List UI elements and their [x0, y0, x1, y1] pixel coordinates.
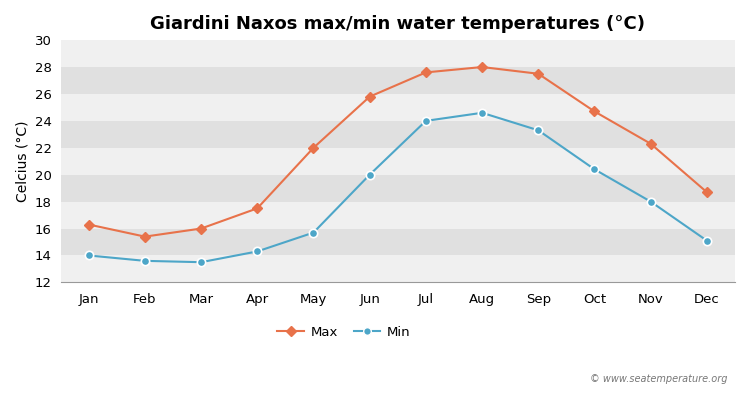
Bar	[61, 202, 735, 228]
Min	[84, 253, 93, 258]
Min	[253, 249, 262, 254]
Max	[253, 206, 262, 211]
Bar	[61, 148, 735, 175]
Min	[196, 260, 206, 264]
Min	[478, 110, 487, 115]
Bar	[61, 94, 735, 121]
Min	[422, 118, 430, 123]
Min	[646, 199, 656, 204]
Max	[590, 109, 599, 114]
Bar	[61, 67, 735, 94]
Bar	[61, 121, 735, 148]
Max	[196, 226, 206, 231]
Min	[309, 230, 318, 235]
Y-axis label: Celcius (°C): Celcius (°C)	[15, 120, 29, 202]
Bar	[61, 228, 735, 256]
Max	[84, 222, 93, 227]
Min	[590, 167, 599, 172]
Text: © www.seatemperature.org: © www.seatemperature.org	[590, 374, 728, 384]
Max	[365, 94, 374, 99]
Max	[703, 190, 712, 195]
Max	[422, 70, 430, 75]
Min	[703, 238, 712, 243]
Bar	[61, 175, 735, 202]
Bar	[61, 40, 735, 67]
Line: Max: Max	[85, 63, 711, 240]
Max	[534, 71, 543, 76]
Legend: Max, Min: Max, Min	[272, 320, 416, 344]
Max	[309, 145, 318, 150]
Min	[140, 258, 149, 263]
Title: Giardini Naxos max/min water temperatures (°C): Giardini Naxos max/min water temperature…	[150, 15, 645, 33]
Min	[365, 172, 374, 177]
Max	[478, 65, 487, 70]
Bar	[61, 256, 735, 282]
Min	[534, 128, 543, 133]
Max	[646, 141, 656, 146]
Line: Min: Min	[85, 109, 711, 266]
Max	[140, 234, 149, 239]
